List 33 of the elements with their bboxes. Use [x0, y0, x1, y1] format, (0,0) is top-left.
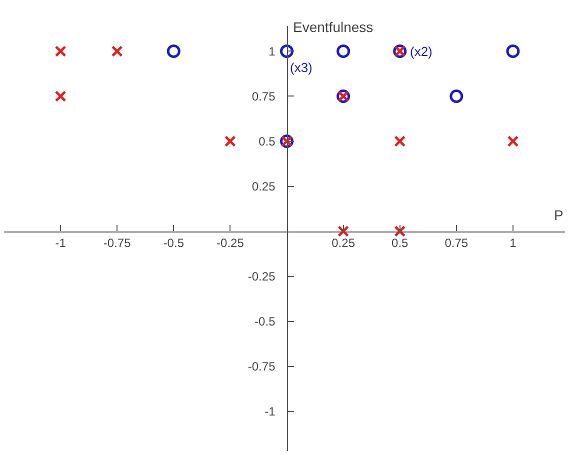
point	[338, 226, 350, 238]
annotation: (x2)	[410, 44, 432, 59]
point	[394, 226, 406, 238]
y-tick-label: -0.75	[248, 360, 276, 374]
x-tick-label: -0.5	[163, 236, 184, 250]
point	[54, 90, 66, 102]
y-tick-label: -0.5	[254, 314, 276, 329]
point	[394, 136, 406, 147]
point	[54, 45, 66, 57]
point	[224, 136, 236, 147]
point	[507, 136, 519, 147]
x-axis-title: P	[554, 207, 564, 223]
x-tick-label: -0.75	[103, 236, 132, 250]
y-tick-label: -1	[264, 404, 276, 419]
y-tick-label: 0.75	[252, 89, 276, 104]
point	[506, 44, 520, 58]
point	[280, 44, 294, 58]
y-axis-title: Eventfulness	[293, 19, 374, 35]
x-tick-label: -0.25	[216, 236, 244, 250]
x-tick-label: -1	[55, 236, 66, 250]
x-tick-label: 0.75	[444, 236, 468, 250]
point	[166, 44, 180, 58]
y-tick-label: -0.25	[248, 270, 276, 284]
x-tick-label: 0.5	[392, 236, 409, 250]
point	[111, 45, 123, 57]
x-tick-label: 1	[510, 236, 517, 250]
y-tick-label: 0.5	[258, 134, 276, 148]
annotation: (x3)	[290, 60, 312, 75]
y-tick-label: 0.25	[252, 179, 276, 194]
point	[450, 89, 464, 103]
point	[336, 44, 350, 58]
y-tick-label: 1	[268, 44, 276, 58]
x-tick-label: 0.25	[332, 236, 356, 250]
